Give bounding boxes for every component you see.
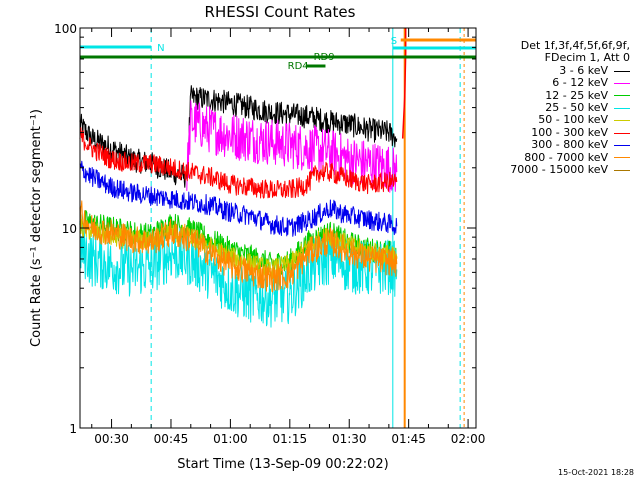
- legend-item: 300 - 800 keV: [478, 138, 630, 152]
- annotation-label: RD4: [288, 61, 309, 72]
- legend-item-swatch: [614, 70, 630, 72]
- legend-item-label: 6 - 12 keV: [552, 76, 608, 90]
- annotation-label: N: [157, 43, 164, 54]
- y-axis-label: Count Rate (s⁻¹ detector segment⁻¹): [29, 109, 44, 347]
- chart-title: RHESSI Count Rates: [205, 3, 356, 21]
- legend-item-label: 3 - 6 keV: [559, 63, 608, 77]
- series-25-50-kev: [79, 220, 398, 328]
- legend-item-label: 12 - 25 keV: [545, 88, 608, 102]
- annotation-label: S: [391, 36, 397, 47]
- legend-item-swatch: [614, 120, 630, 122]
- series-100-300-kev: [79, 127, 398, 199]
- legend-item: 12 - 25 keV: [478, 88, 630, 102]
- legend-item-swatch: [614, 95, 630, 97]
- legend-item-swatch: [614, 169, 630, 171]
- legend-item-label: 25 - 50 keV: [545, 101, 608, 115]
- legend-item-swatch: [614, 82, 630, 84]
- legend-item: 25 - 50 keV: [478, 101, 630, 115]
- legend: Det 1f,3f,4f,5f,6f,9f, FDecim 1, Att 0 3…: [478, 39, 630, 177]
- legend-item-label: 300 - 800 keV: [531, 138, 608, 152]
- x-tick-label: 01:00: [213, 432, 248, 446]
- x-tick-label: 00:30: [94, 432, 129, 446]
- legend-item: 7000 - 15000 keV: [478, 163, 630, 177]
- annotation-label: RD9: [314, 52, 335, 63]
- footer-timestamp: 15-Oct-2021 18:28: [558, 468, 634, 477]
- y-tick-label: 100: [54, 22, 77, 36]
- legend-item: 3 - 6 keV: [478, 63, 630, 77]
- legend-item-swatch: [614, 144, 630, 146]
- x-tick-label: 01:15: [273, 432, 308, 446]
- x-axis-label: Start Time (13-Sep-09 00:22:02): [177, 457, 388, 472]
- legend-header-line-1: Det 1f,3f,4f,5f,6f,9f,: [520, 39, 630, 52]
- x-tick-label: 01:45: [391, 432, 426, 446]
- series-6-12-kev: [186, 100, 398, 193]
- series-50-100-kev: [79, 218, 398, 280]
- series-300-800-kev: [79, 160, 398, 237]
- legend-item: 6 - 12 keV: [478, 76, 630, 90]
- legend-item-label: 100 - 300 keV: [531, 125, 608, 139]
- legend-item: 800 - 7000 keV: [478, 150, 630, 164]
- legend-item-swatch: [614, 157, 630, 159]
- series-3-6-kev: [79, 85, 398, 188]
- legend-item-swatch: [614, 132, 630, 134]
- legend-header-line-2: FDecim 1, Att 0: [544, 51, 630, 65]
- legend-item: 100 - 300 keV: [478, 125, 630, 139]
- x-tick-label: 01:30: [332, 432, 367, 446]
- y-tick-label: 1: [69, 422, 77, 436]
- legend-item-label: 50 - 100 keV: [538, 113, 608, 127]
- legend-item-label: 800 - 7000 keV: [524, 150, 608, 164]
- y-tick-label: 10: [62, 222, 77, 236]
- series-800-7000-kev: [79, 200, 398, 293]
- x-tick-label: 00:45: [154, 432, 189, 446]
- x-tick-label: 02:00: [451, 432, 486, 446]
- legend-item-label: 7000 - 15000 keV: [510, 163, 608, 177]
- legend-item: 50 - 100 keV: [478, 114, 630, 126]
- legend-item-swatch: [614, 107, 630, 109]
